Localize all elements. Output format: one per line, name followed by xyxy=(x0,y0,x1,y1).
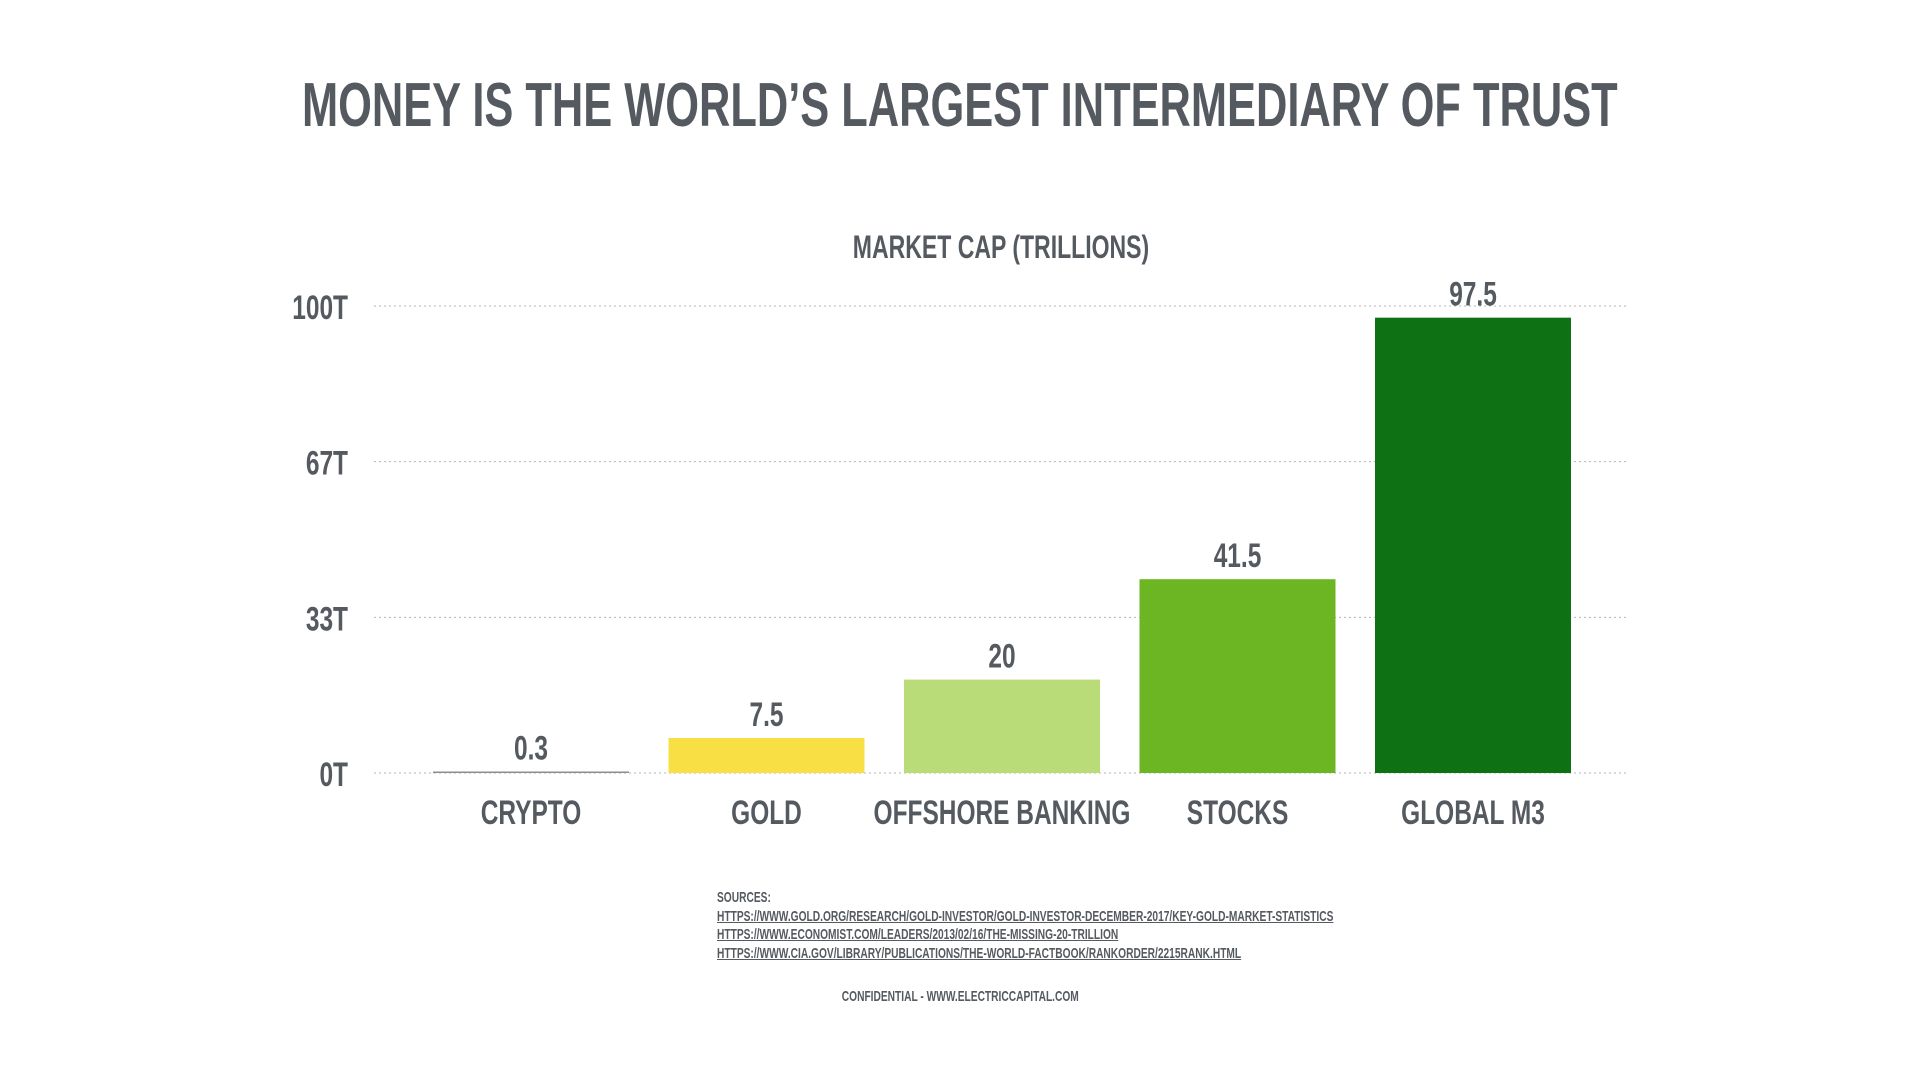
y-tick-label: 33T xyxy=(306,601,348,639)
value-label-group: 97.5 xyxy=(1449,276,1497,314)
bar-crypto xyxy=(433,771,629,773)
source-link[interactable]: HTTPS://WWW.GOLD.ORG/RESEARCH/GOLD-INVES… xyxy=(717,907,1334,925)
value-label: 7.5 xyxy=(749,696,783,734)
value-label-group: 41.5 xyxy=(1214,537,1262,575)
value-label: 41.5 xyxy=(1214,537,1262,575)
x-tick-label-group: GOLD xyxy=(731,794,802,832)
x-tick-label-group: CRYPTO xyxy=(481,794,582,832)
source-link[interactable]: HTTPS://WWW.CIA.GOV/LIBRARY/PUBLICATIONS… xyxy=(717,944,1242,962)
x-tick-label: STOCKS xyxy=(1187,794,1289,832)
y-tick-label-group: 33T xyxy=(306,601,348,639)
sources-label: SOURCES: xyxy=(717,889,771,906)
page-title-wrap: MONEY IS THE WORLD’S LARGEST INTERMEDIAR… xyxy=(0,70,1920,141)
y-tick-label: 0T xyxy=(319,756,348,794)
x-tick-label-group: GLOBAL M3 xyxy=(1401,794,1545,832)
x-tick-label-group: STOCKS xyxy=(1187,794,1289,832)
value-label: 97.5 xyxy=(1449,276,1497,314)
value-label-group: 0.3 xyxy=(514,730,548,768)
chart-title-group: MARKET CAP (TRILLIONS) xyxy=(853,229,1149,265)
page-title: MONEY IS THE WORLD’S LARGEST INTERMEDIAR… xyxy=(302,71,1618,140)
y-tick-label-group: 67T xyxy=(306,445,348,483)
x-tick-label: OFFSHORE BANKING xyxy=(874,794,1131,832)
footer: CONFIDENTIAL - WWW.ELECTRICCAPITAL.COM xyxy=(0,988,1920,1005)
value-label-group: 20 xyxy=(988,638,1015,676)
y-tick-label: 67T xyxy=(306,445,348,483)
sources: SOURCES: HTTPS://WWW.GOLD.ORG/RESEARCH/G… xyxy=(717,889,1333,963)
bar-offshore-banking xyxy=(904,679,1100,773)
y-tick-label-group: 100T xyxy=(292,289,348,327)
bar-stocks xyxy=(1139,579,1336,773)
value-label: 20 xyxy=(988,638,1015,676)
y-tick-label-group: 0T xyxy=(319,756,348,794)
x-tick-label: GOLD xyxy=(731,794,802,832)
value-label: 0.3 xyxy=(514,730,548,768)
source-link[interactable]: HTTPS://WWW.ECONOMIST.COM/LEADERS/2013/0… xyxy=(717,926,1119,944)
y-tick-label: 100T xyxy=(292,289,348,327)
x-tick-label: GLOBAL M3 xyxy=(1401,794,1545,832)
x-tick-label: CRYPTO xyxy=(481,794,582,832)
bar-gold xyxy=(668,737,865,773)
value-label-group: 7.5 xyxy=(749,696,783,734)
footer-text: CONFIDENTIAL - WWW.ELECTRICCAPITAL.COM xyxy=(841,988,1079,1005)
x-tick-label-group: OFFSHORE BANKING xyxy=(874,794,1131,832)
bar-global-m3 xyxy=(1375,317,1571,773)
chart-title: MARKET CAP (TRILLIONS) xyxy=(853,229,1149,265)
